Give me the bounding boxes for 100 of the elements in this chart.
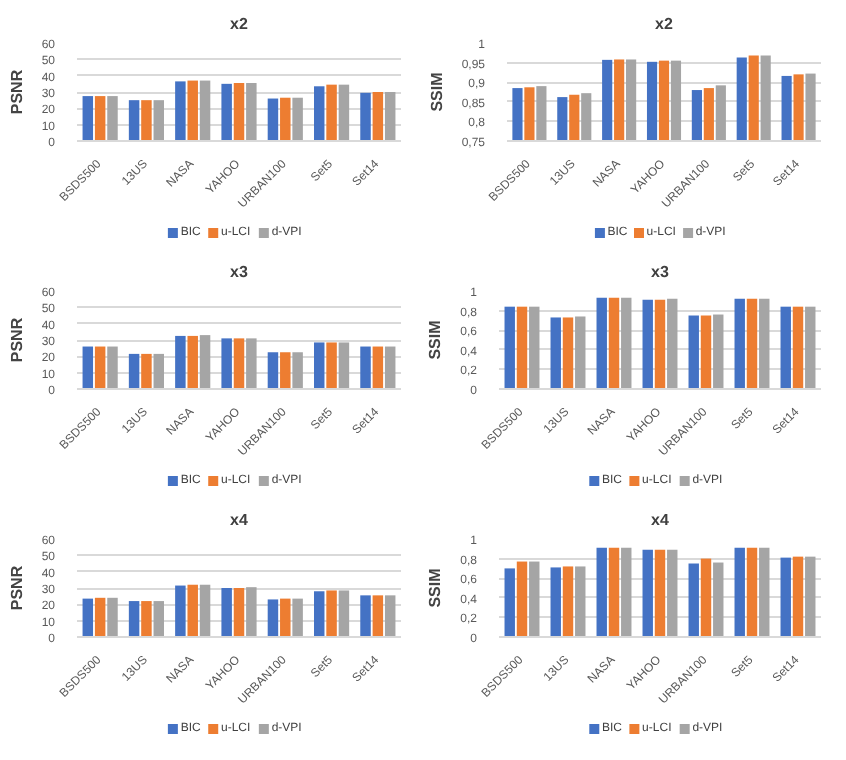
bar bbox=[746, 547, 758, 637]
bar bbox=[199, 80, 211, 141]
bar bbox=[575, 316, 586, 389]
bar bbox=[153, 601, 165, 637]
bar bbox=[292, 598, 303, 637]
bar bbox=[326, 342, 337, 389]
bar bbox=[360, 92, 371, 141]
bar bbox=[621, 547, 632, 637]
bar bbox=[313, 342, 325, 389]
bar bbox=[187, 584, 198, 637]
bar bbox=[654, 299, 666, 389]
bar bbox=[221, 588, 232, 637]
bar bbox=[372, 595, 384, 637]
bar bbox=[575, 566, 586, 637]
bar bbox=[326, 84, 337, 141]
bar bbox=[759, 547, 770, 637]
bar bbox=[141, 353, 152, 389]
y-axis-title: SSIM bbox=[427, 71, 446, 112]
bar bbox=[233, 338, 245, 389]
bar bbox=[713, 562, 724, 637]
bar bbox=[384, 346, 396, 389]
bar bbox=[187, 335, 198, 389]
bar bbox=[82, 96, 94, 141]
bar bbox=[175, 335, 186, 389]
bar bbox=[94, 96, 106, 141]
bar bbox=[280, 598, 291, 637]
bar bbox=[734, 298, 745, 389]
bar bbox=[326, 590, 337, 637]
bar bbox=[280, 97, 291, 141]
bar bbox=[338, 84, 350, 141]
bar bbox=[688, 563, 699, 637]
bar bbox=[384, 92, 396, 141]
bar bbox=[805, 306, 816, 389]
bar bbox=[360, 595, 371, 637]
chart-title: x2 bbox=[230, 15, 249, 33]
y-axis-title: PSNR bbox=[7, 565, 26, 611]
bar bbox=[688, 315, 699, 389]
bar bbox=[529, 561, 540, 637]
chart-title: x4 bbox=[651, 511, 670, 529]
bar bbox=[246, 338, 257, 389]
bar bbox=[94, 597, 106, 637]
bar bbox=[141, 100, 152, 141]
bar bbox=[94, 346, 106, 389]
bar bbox=[608, 547, 620, 637]
bar bbox=[292, 352, 303, 389]
bar bbox=[780, 306, 791, 389]
bar bbox=[221, 338, 232, 389]
y-axis-title: SSIM bbox=[426, 567, 445, 608]
bar bbox=[153, 100, 165, 141]
bar bbox=[504, 306, 515, 389]
bar bbox=[338, 590, 350, 637]
bar bbox=[199, 335, 211, 389]
bar bbox=[280, 352, 291, 389]
bar bbox=[175, 81, 186, 141]
bar bbox=[596, 547, 607, 637]
bar bbox=[700, 558, 712, 637]
bar bbox=[667, 298, 678, 389]
bar bbox=[292, 97, 303, 141]
chart-title: x4 bbox=[230, 511, 249, 529]
bar bbox=[267, 352, 279, 389]
bar bbox=[384, 595, 396, 637]
y-axis-title: PSNR bbox=[7, 317, 26, 363]
bar bbox=[621, 297, 632, 389]
bar bbox=[780, 557, 791, 637]
bar bbox=[82, 598, 94, 637]
bar bbox=[187, 80, 198, 141]
bar bbox=[153, 353, 165, 389]
bar bbox=[805, 556, 816, 637]
bar bbox=[221, 83, 232, 141]
bar bbox=[529, 306, 540, 389]
bar bbox=[233, 588, 245, 637]
bar bbox=[175, 585, 186, 637]
bar bbox=[107, 597, 118, 637]
chart-title: x2 bbox=[655, 15, 674, 33]
bar bbox=[550, 317, 561, 389]
y-axis-title: SSIM bbox=[426, 319, 445, 360]
bar bbox=[746, 298, 758, 389]
bar bbox=[516, 561, 528, 637]
bar bbox=[141, 601, 152, 637]
bar bbox=[734, 547, 745, 637]
bar bbox=[128, 100, 140, 141]
bar bbox=[107, 346, 118, 389]
bar bbox=[313, 591, 325, 637]
bar bbox=[516, 306, 528, 389]
bar bbox=[107, 96, 118, 141]
bar bbox=[199, 584, 211, 637]
bar bbox=[267, 599, 279, 637]
bar bbox=[562, 317, 574, 389]
bar bbox=[233, 83, 245, 141]
chart-title: x3 bbox=[230, 263, 249, 281]
bar bbox=[700, 315, 712, 389]
bar bbox=[667, 549, 678, 637]
bar bbox=[372, 346, 384, 389]
bar bbox=[82, 346, 94, 389]
bar bbox=[128, 601, 140, 637]
bar bbox=[372, 92, 384, 141]
y-axis-title: PSNR bbox=[7, 69, 26, 115]
bar bbox=[313, 86, 325, 141]
bar bbox=[642, 549, 653, 637]
bar bbox=[246, 587, 257, 637]
